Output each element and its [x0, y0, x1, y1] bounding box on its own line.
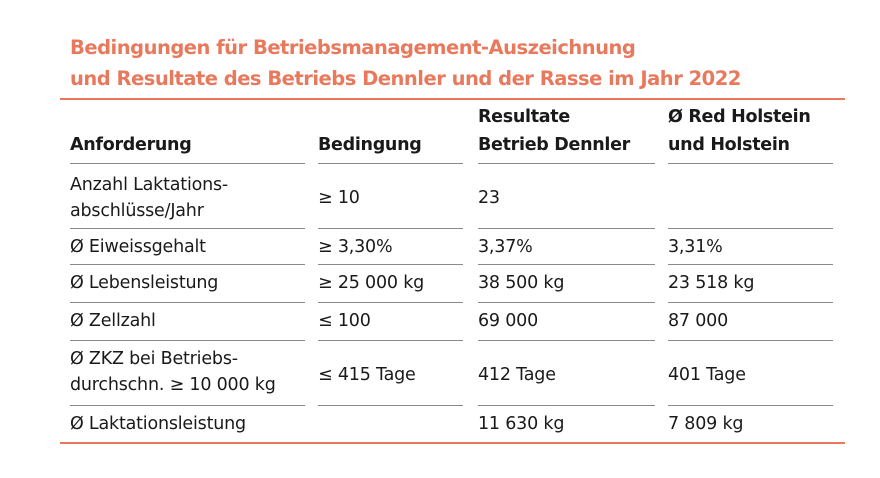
row-5-rasse: 401 Tage [668, 365, 746, 385]
row-4-resultat: 69 000 [478, 311, 539, 331]
row-separator [668, 302, 833, 303]
table-title-line-1: Bedingungen für Betriebsmanagement-Ausze… [70, 36, 636, 59]
row-5-bedingung: ≤ 415 Tage [318, 365, 416, 385]
row-6-resultat: 11 630 kg [478, 414, 565, 434]
header-resultate: Resultate Betrieb Dennler [478, 103, 655, 159]
row-5-anforderung-line-1: Ø ZKZ bei Betriebs- [70, 349, 238, 369]
row-separator [668, 405, 833, 406]
header-rasse-line-2: und Holstein [668, 135, 790, 155]
header-separator [668, 163, 833, 164]
row-1-bedingung: ≥ 10 [318, 188, 360, 208]
row-separator [668, 340, 833, 341]
header-separator [478, 163, 655, 164]
bottom-rule [60, 442, 845, 444]
row-6-rasse: 7 809 kg [668, 414, 744, 434]
row-3-rasse: 23 518 kg [668, 273, 755, 293]
row-5-resultat: 412 Tage [478, 365, 556, 385]
row-1-resultat: 23 [478, 188, 500, 208]
row-separator [478, 228, 655, 229]
row-separator [70, 302, 305, 303]
header-resultate-line-1: Resultate [478, 107, 570, 127]
table-title: Bedingungen für Betriebsmanagement-Ausze… [70, 32, 850, 94]
top-rule [60, 98, 845, 100]
row-2-anforderung: Ø Eiweissgehalt [70, 237, 206, 257]
row-5-anforderung-line-2: durchschn. ≥ 10 000 kg [70, 375, 276, 395]
row-separator [318, 340, 463, 341]
row-separator [668, 264, 833, 265]
row-separator [70, 340, 305, 341]
row-2-rasse: 3,31% [668, 237, 723, 257]
row-separator [668, 228, 833, 229]
row-separator [70, 228, 305, 229]
row-3-resultat: 38 500 kg [478, 273, 565, 293]
table-row-anforderung: Ø ZKZ bei Betriebs- durchschn. ≥ 10 000 … [70, 346, 305, 398]
row-separator [318, 302, 463, 303]
table-row-anforderung: Anzahl Laktations- abschlüsse/Jahr [70, 172, 305, 224]
row-separator [70, 264, 305, 265]
header-rasse-line-1: Ø Red Holstein [668, 107, 811, 127]
header-separator [70, 163, 305, 164]
row-separator [478, 264, 655, 265]
header-rasse: Ø Red Holstein und Holstein [668, 103, 833, 159]
row-4-bedingung: ≤ 100 [318, 311, 371, 331]
row-4-rasse: 87 000 [668, 311, 729, 331]
row-1-anforderung-line-2: abschlüsse/Jahr [70, 201, 204, 221]
row-6-anforderung: Ø Laktationsleistung [70, 414, 246, 434]
row-separator [318, 228, 463, 229]
row-4-anforderung: Ø Zellzahl [70, 311, 156, 331]
header-bedingung: Bedingung [318, 135, 422, 155]
row-separator [318, 405, 463, 406]
header-anforderung: Anforderung [70, 135, 192, 155]
row-2-resultat: 3,37% [478, 237, 533, 257]
row-separator [70, 405, 305, 406]
header-resultate-line-2: Betrieb Dennler [478, 135, 631, 155]
row-separator [478, 405, 655, 406]
row-3-anforderung: Ø Lebensleistung [70, 273, 219, 293]
row-2-bedingung: ≥ 3,30% [318, 237, 393, 257]
row-separator [478, 340, 655, 341]
row-1-anforderung-line-1: Anzahl Laktations- [70, 175, 229, 195]
row-separator [478, 302, 655, 303]
row-separator [318, 264, 463, 265]
table-title-line-2: und Resultate des Betriebs Dennler und d… [70, 67, 741, 90]
header-separator [318, 163, 463, 164]
row-3-bedingung: ≥ 25 000 kg [318, 273, 425, 293]
